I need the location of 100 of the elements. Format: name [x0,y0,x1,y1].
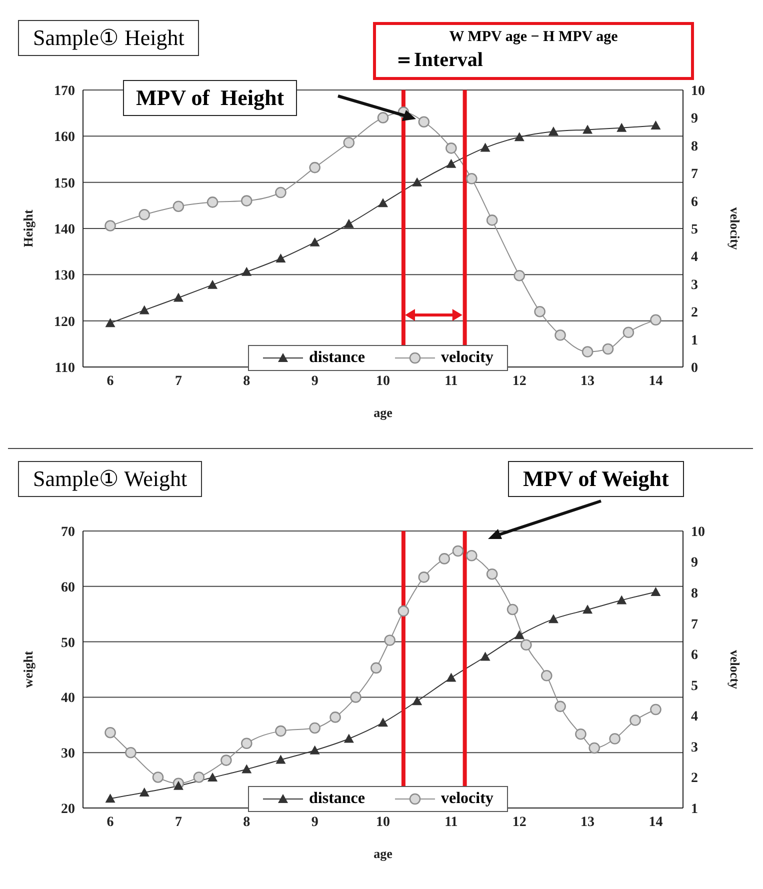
y2-tick-label: 3 [691,740,698,756]
point [104,220,116,232]
point [330,712,341,723]
y-tick-label: 170 [54,84,75,99]
x-tick-label: 14 [648,814,663,830]
point [650,120,661,130]
y2-tick-label: 9 [691,112,698,127]
y2-tick-label: 10 [691,524,705,540]
legend-label: distance [308,349,365,367]
point [125,746,136,758]
point [466,550,478,562]
y-axis-title: weight [20,650,36,688]
x-tick-label: 12 [512,814,526,830]
x-tick-label: 9 [311,374,318,389]
point [480,652,490,661]
point [310,745,320,754]
point [309,722,320,734]
point [152,772,164,783]
point [344,734,354,743]
point [173,780,184,790]
y2-axis-title: velocty [727,650,742,690]
point [105,318,116,328]
y2-tick-label: 6 [691,648,698,664]
point [350,692,362,703]
point [514,132,524,142]
y-tick-label: 110 [54,360,75,376]
y2-tick-label: 8 [691,139,698,154]
x-tick-label: 14 [648,374,663,389]
point [446,158,456,168]
point [540,670,552,682]
chart-title: Sample① Height [18,20,200,56]
point [105,794,116,803]
x-tick-label: 7 [174,814,182,830]
point [548,126,558,136]
x-tick-label: 8 [243,814,250,830]
y2-tick-label: 8 [691,586,698,602]
y2-tick-label: 2 [691,771,698,786]
point [520,639,532,651]
chart-title: Sample① Weight [18,461,202,497]
point [344,218,354,228]
point [602,343,614,355]
point [193,772,205,783]
y2-tick-label: 7 [691,617,698,632]
point [412,696,422,706]
point [480,142,490,152]
x-tick-label: 13 [580,374,595,389]
y-tick-label: 60 [61,580,75,596]
x-axis-title: age [374,846,393,861]
x-tick-label: 13 [580,814,595,830]
y-tick-label: 140 [54,222,75,238]
point [220,754,232,766]
point [242,266,252,276]
point [418,116,430,128]
x-tick-label: 8 [243,374,250,389]
point [398,605,410,617]
y2-tick-label: 4 [691,710,698,725]
point [438,553,450,564]
point [208,772,218,782]
point [506,604,518,616]
y-tick-label: 120 [54,314,75,330]
point [276,254,286,263]
point [104,726,116,738]
point [242,764,252,774]
point [208,280,218,289]
point [616,122,627,132]
y-tick-label: 70 [61,524,75,540]
point [616,595,627,604]
y2-tick-label: 1 [691,333,698,348]
annotation: MPV of Height [123,80,298,116]
point [650,586,661,596]
y-tick-label: 130 [54,268,75,284]
y2-tick-label: 1 [691,802,698,817]
point [486,568,498,580]
point [240,738,252,750]
point [609,733,620,744]
x-tick-label: 11 [444,374,458,389]
text: MPV of Weight [508,461,684,497]
y-tick-label: 150 [54,176,75,192]
y2-tick-label: 7 [691,167,698,182]
point [582,604,593,614]
legend-label: velocity [440,790,494,808]
point [554,700,566,712]
point [172,200,184,212]
x-tick-label: 7 [174,374,182,389]
y-tick-label: 50 [61,636,75,651]
point [418,572,430,583]
point [309,162,320,174]
y2-axis-title: velocity [727,207,742,250]
point [630,714,641,726]
point [588,742,600,754]
point [173,292,184,302]
point [378,198,388,208]
point [554,329,566,341]
point [377,112,389,124]
point [138,209,150,220]
point [575,728,586,740]
point [452,545,464,557]
x-tick-label: 12 [512,374,526,389]
point [240,195,252,206]
point [343,136,355,148]
